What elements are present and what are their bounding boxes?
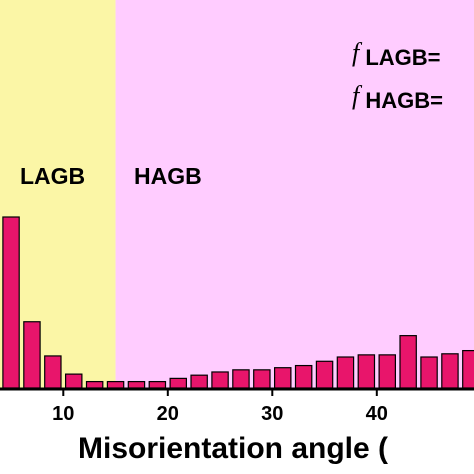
bar — [85, 380, 104, 389]
region-hagb — [115, 0, 474, 388]
bar — [2, 216, 20, 389]
bar — [232, 369, 250, 389]
bar — [315, 360, 334, 389]
bar — [378, 354, 397, 389]
bar — [399, 335, 417, 389]
x-tick-label: 10 — [52, 403, 74, 425]
region-label-lagb: LAGB — [20, 163, 85, 189]
bar — [462, 349, 474, 389]
annotation-f-hagb-text: HAGB= — [359, 88, 443, 113]
x-tick-label: 40 — [366, 403, 388, 425]
bar — [148, 380, 167, 389]
x-ticks-group: 10 20 30 40 — [52, 388, 388, 425]
annotation-f-lagb-text: LAGB= — [359, 45, 440, 70]
bar — [169, 377, 188, 389]
bar — [23, 321, 41, 389]
x-tick-label: 20 — [157, 403, 179, 425]
bar — [211, 371, 229, 389]
bar — [190, 374, 208, 389]
annotation-f-lagb: f LAGB= — [352, 38, 441, 70]
annotation-f-hagb-symbol: f — [352, 81, 363, 110]
bar — [127, 380, 146, 389]
x-axis-label: Misorientation angle ( — [78, 432, 388, 465]
bar — [64, 373, 83, 389]
bar — [273, 367, 292, 389]
bar — [294, 364, 313, 389]
bar — [336, 356, 355, 389]
bar — [420, 356, 438, 389]
bar — [253, 369, 271, 389]
bar — [357, 354, 376, 389]
bar — [106, 380, 125, 389]
annotation-f-hagb: f HAGB= — [352, 81, 443, 113]
annotation-f-lagb-symbol: f — [352, 38, 363, 67]
bar — [44, 355, 62, 389]
region-label-hagb: HAGB — [134, 163, 202, 189]
bar — [441, 353, 459, 389]
x-tick-label: 30 — [261, 403, 283, 425]
